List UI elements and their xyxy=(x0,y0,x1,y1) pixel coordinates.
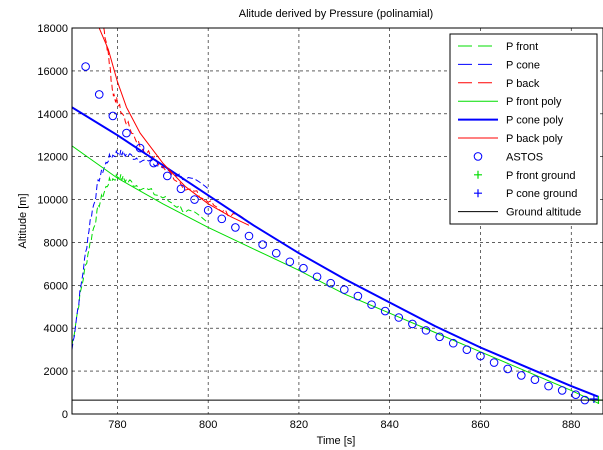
legend-marker xyxy=(474,189,482,198)
data-point xyxy=(190,195,199,204)
legend-item: P front poly xyxy=(458,96,562,108)
y-tick-label: 16000 xyxy=(37,66,68,78)
y-tick-label: 4000 xyxy=(44,323,68,335)
x-tick-label: 880 xyxy=(562,419,580,431)
data-point xyxy=(394,313,404,322)
legend-label: ASTOS xyxy=(506,151,543,163)
legend-label: P cone xyxy=(506,59,540,71)
data-point xyxy=(408,319,417,329)
data-point xyxy=(421,326,431,335)
data-point xyxy=(544,381,553,391)
data-point xyxy=(503,364,512,374)
data-point xyxy=(380,306,390,316)
data-point xyxy=(557,386,567,395)
series-p-front xyxy=(72,173,209,346)
y-tick-label: 10000 xyxy=(37,195,68,207)
data-point xyxy=(435,332,444,342)
series-p-back xyxy=(103,28,250,224)
legend-item: P back poly xyxy=(458,133,563,145)
chart-title: Alitude derived by Pressure (polinamial) xyxy=(239,8,433,20)
data-point xyxy=(312,272,322,282)
data-point xyxy=(122,128,131,138)
y-axis-label: Altitude [m] xyxy=(17,193,29,248)
legend-label: P front ground xyxy=(506,170,576,182)
data-point xyxy=(244,231,254,241)
data-point xyxy=(530,375,540,384)
legend-label: P front poly xyxy=(506,96,562,108)
legend-item: Ground altitude xyxy=(458,207,581,219)
y-tick-label: 8000 xyxy=(44,237,68,249)
data-point xyxy=(448,338,458,348)
legend-item: ASTOS xyxy=(473,151,543,163)
data-point xyxy=(81,62,90,71)
data-point xyxy=(517,371,526,380)
legend-item: P cone xyxy=(458,59,540,71)
legend-label: P back xyxy=(506,78,540,90)
legend-item: P front ground xyxy=(474,170,576,182)
x-tick-label: 820 xyxy=(290,419,308,431)
y-tick-label: 2000 xyxy=(44,366,68,378)
plot-frame xyxy=(71,27,603,415)
data-point xyxy=(217,214,227,224)
legend-label: P back poly xyxy=(506,133,563,145)
data-point xyxy=(135,143,145,153)
legend-item: P front xyxy=(458,41,538,53)
x-tick-label: 800 xyxy=(199,419,217,431)
data-point xyxy=(462,345,472,354)
data-point xyxy=(285,257,295,267)
x-tick-label: 860 xyxy=(471,419,489,431)
data-point xyxy=(476,351,485,361)
data-point xyxy=(326,278,335,288)
series-astos xyxy=(81,62,590,405)
y-tick-label: 14000 xyxy=(37,109,68,121)
data-point xyxy=(571,390,581,400)
data-point xyxy=(176,184,186,194)
legend-label: P cone poly xyxy=(506,115,564,127)
data-point xyxy=(353,291,363,301)
series-layer xyxy=(72,28,603,405)
data-point xyxy=(203,205,213,215)
legend-marker xyxy=(474,170,482,179)
legend: P front P cone P back P front poly P cone po… xyxy=(449,33,598,225)
series-p-cone-poly xyxy=(72,106,599,398)
data-point xyxy=(258,240,267,249)
legend-item: P cone poly xyxy=(458,115,564,127)
data-point xyxy=(271,248,281,258)
data-point xyxy=(340,285,349,294)
data-point xyxy=(231,223,240,232)
data-point xyxy=(367,300,376,309)
data-point xyxy=(589,394,598,403)
legend-label: P front xyxy=(506,41,538,53)
data-point xyxy=(489,358,499,367)
y-tick-label: 12000 xyxy=(37,152,68,164)
y-tick-label: 0 xyxy=(62,409,68,421)
legend-label: P cone ground xyxy=(506,188,577,200)
legend-item: P cone ground xyxy=(474,188,577,200)
y-tick-label: 6000 xyxy=(44,280,68,292)
data-point xyxy=(94,90,104,99)
legend-label: Ground altitude xyxy=(506,207,581,219)
series-p-back-poly xyxy=(98,28,250,226)
data-point xyxy=(108,111,118,121)
y-tick-label: 18000 xyxy=(37,23,68,35)
tick-labels: 780 800 820 840 860 880 0 2000 4000 6000 8000 10000… xyxy=(37,23,580,431)
x-axis-label: Time [s] xyxy=(317,435,356,447)
legend-box xyxy=(449,33,598,225)
data-point xyxy=(299,263,308,273)
legend-item: P back xyxy=(458,78,540,90)
data-point xyxy=(149,158,158,168)
series-p-cone xyxy=(72,149,209,350)
legend-marker xyxy=(473,152,483,161)
x-tick-label: 780 xyxy=(108,419,126,431)
data-point xyxy=(163,171,172,181)
series-p-cone-ground xyxy=(589,394,598,403)
x-tick-label: 840 xyxy=(381,419,399,431)
